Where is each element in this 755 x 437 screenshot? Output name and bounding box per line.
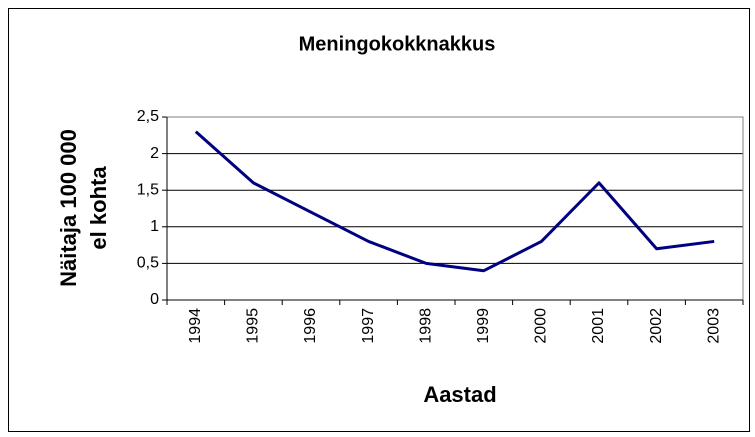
x-tick-label: 1998 xyxy=(417,308,434,344)
x-tick-label: 1996 xyxy=(302,308,319,344)
y-tick-label: 2,5 xyxy=(137,108,159,125)
chart-border xyxy=(8,8,750,432)
x-tick-label: 1995 xyxy=(245,308,262,344)
x-tick-label: 2001 xyxy=(590,308,607,344)
y-axis-label: el kohta xyxy=(86,166,111,250)
x-tick-label: 2002 xyxy=(648,308,665,344)
x-tick-label: 1997 xyxy=(360,308,377,344)
x-tick-label: 2000 xyxy=(533,308,550,344)
y-tick-label: 2 xyxy=(150,145,159,162)
x-tick-label: 2003 xyxy=(705,308,722,344)
y-tick-label: 1 xyxy=(150,218,159,235)
x-tick-label: 1999 xyxy=(475,308,492,344)
y-tick-label: 0,5 xyxy=(137,255,159,272)
x-axis-label: Aastad xyxy=(423,382,496,407)
y-axis-label: Näitaja 100 000 xyxy=(56,129,81,287)
chart-title: Meningokokknakkus xyxy=(299,33,496,55)
y-tick-label: 0 xyxy=(150,291,159,308)
x-tick-label: 1994 xyxy=(187,308,204,344)
line-series xyxy=(194,130,715,273)
y-tick-label: 1,5 xyxy=(137,181,159,198)
